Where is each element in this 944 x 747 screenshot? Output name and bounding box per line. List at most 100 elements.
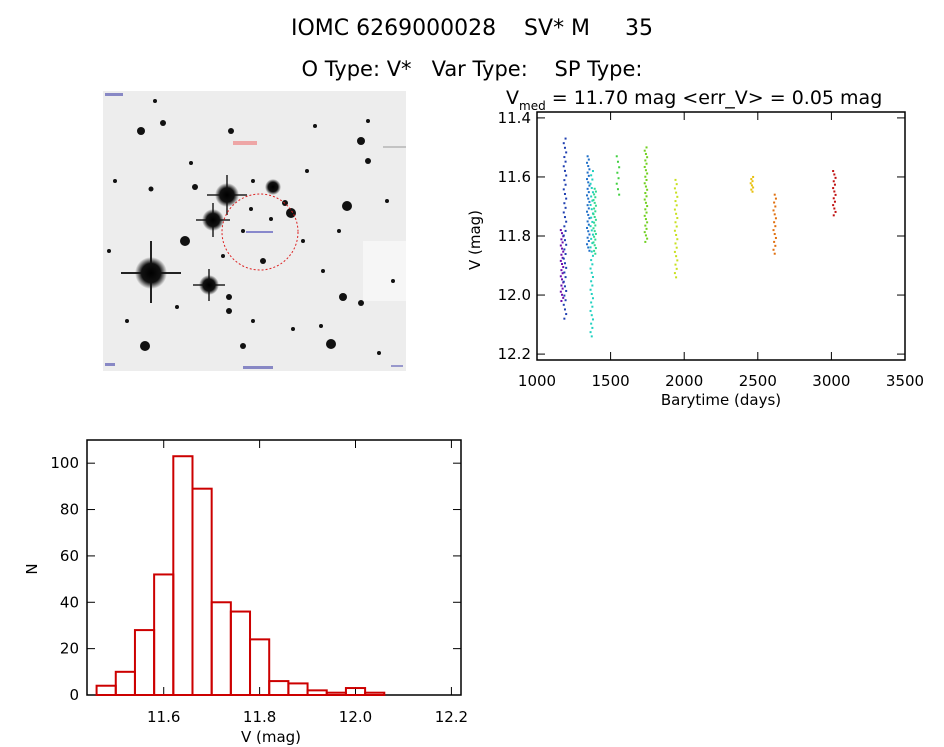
light-curve-point [565,197,568,200]
light-curve-point [772,209,775,212]
histogram-xlabel: V (mag) [241,728,301,746]
light-curve-point [833,190,836,193]
x-tick-label: 11.6 [147,708,180,726]
x-tick-label: 1000 [518,372,556,390]
light-curve-point [562,234,565,237]
light-curve-point [588,184,591,187]
light-curve-point [564,183,567,186]
light-curve-point [591,178,594,181]
light-curve-point [618,166,621,169]
light-curve-point [562,188,565,191]
light-curve-point [590,259,593,262]
light-curve-point [773,193,776,196]
light-curve-point [834,176,837,179]
light-curve-point [832,214,835,217]
light-curve-point [588,233,591,236]
light-curve-point [591,220,594,223]
light-curve-point [644,169,647,172]
histogram-bar [325,691,347,697]
light-curve-point [593,249,596,252]
light-curve-point [565,151,568,154]
light-curve-point [586,243,589,246]
light-curve-point [751,190,754,193]
light-curve-point [562,257,565,260]
light-curve-point [832,197,835,200]
bright-star [196,203,230,237]
light-curve-point [591,318,594,321]
light-curve-point [644,159,647,162]
light-curve-point [646,172,649,175]
light-curve-point [561,241,564,244]
light-curve-point [587,239,590,242]
light-curve-point [565,313,568,316]
light-curve-point [560,284,563,287]
x-tick-label: 2000 [665,372,703,390]
light-curve-point [833,183,836,186]
light-curve-point [586,194,589,197]
light-curve-point [590,292,593,295]
light-curve-point [587,197,590,200]
light-curve-point [563,317,566,320]
x-tick-label: 2500 [739,372,777,390]
light-curve-point [643,214,646,217]
histogram-bar [364,691,386,697]
light-curve-point [561,278,564,281]
light-curve-point [560,269,563,272]
light-curve-point [562,250,565,253]
light-curve-point [564,160,567,163]
light-curve-point [590,271,593,274]
light-curve-point [752,175,755,178]
light-curve-point [593,187,596,190]
light-curve-point [589,267,592,270]
light-curve-point [591,254,594,257]
light-curve-point [676,217,679,220]
light-curve-point [673,187,676,190]
light-curve-point [560,299,563,302]
histogram-bar [153,573,175,696]
histogram-bar [210,601,232,696]
light-curve-point [563,285,566,288]
light-curve-point [644,201,647,204]
catalog-label-mark [233,141,257,145]
light-curve-point [564,299,567,302]
light-curve-point [774,217,777,220]
light-curve-point [587,174,590,177]
histogram-bar [95,684,117,697]
star-type-title: O Type: V* Var Type: SP Type: [301,57,643,81]
light-curve-frame [536,111,906,361]
light-curve-ylabel: V (mag) [466,210,484,270]
light-curve-point [562,280,565,283]
y-tick-label: 12.0 [498,286,531,304]
light-curve-point [589,309,592,312]
light-curve-point [590,280,593,283]
light-curve-point [591,326,594,329]
light-curve-point [564,253,567,256]
x-tick-label: 3500 [886,372,924,390]
light-curve-point [561,262,564,265]
light-curve-point [590,314,593,317]
light-curve-point [615,182,618,185]
light-curve-point [645,179,648,182]
light-curve-point [674,200,677,203]
light-curve-point [594,247,597,250]
light-curve-point [590,174,593,177]
light-curve-point [676,259,679,262]
light-curve-point [675,212,678,215]
light-curve-point [616,171,619,174]
light-curve-point [594,204,597,207]
light-curve-point [563,192,566,195]
finding-chart-svg [103,91,406,371]
light-curve-point [591,276,594,279]
light-curve-point [773,252,776,255]
light-curve-point [560,253,563,256]
light-curve-point [563,239,566,242]
light-curve-point [832,204,835,207]
light-curve-point [643,165,646,168]
light-curve-point [832,170,835,173]
x-tick-label: 11.8 [243,708,276,726]
light-curve-point [773,213,776,216]
light-curve-point [561,287,564,290]
light-curve-point [751,180,754,183]
light-curve-point [561,247,564,250]
y-tick-label: 40 [60,593,79,611]
